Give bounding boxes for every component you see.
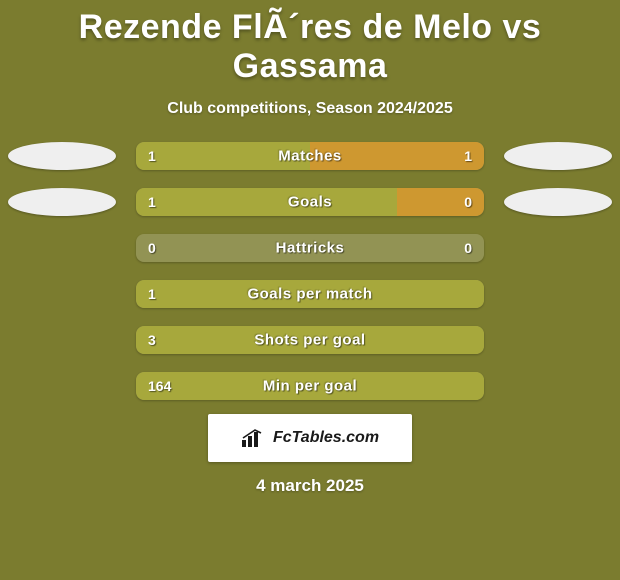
value-right: 0 bbox=[464, 194, 472, 210]
value-left: 1 bbox=[148, 148, 156, 164]
stat-row: 0 0 Hattricks bbox=[0, 234, 620, 262]
value-left: 1 bbox=[148, 194, 156, 210]
player-right-ellipse bbox=[504, 142, 612, 170]
player-right-ellipse bbox=[504, 188, 612, 216]
stat-bar: 1 1 Matches bbox=[136, 142, 484, 170]
stat-row: 164 Min per goal bbox=[0, 372, 620, 400]
content-wrapper: Rezende FlÃ´res de Melo vs Gassama Club … bbox=[0, 0, 620, 580]
stat-label: Matches bbox=[278, 148, 342, 165]
stat-bar: 1 0 Goals bbox=[136, 188, 484, 216]
value-left: 0 bbox=[148, 240, 156, 256]
value-right: 0 bbox=[464, 240, 472, 256]
stat-bar: 164 Min per goal bbox=[136, 372, 484, 400]
logo-text: FcTables.com bbox=[273, 429, 379, 447]
stats-rows: 1 1 Matches 1 0 Goals 0 0 Hattricks 1 Goals per ma… bbox=[0, 142, 620, 400]
stat-label: Min per goal bbox=[263, 378, 357, 395]
chart-icon bbox=[241, 428, 267, 448]
subtitle: Club competitions, Season 2024/2025 bbox=[167, 100, 452, 118]
stat-row: 1 1 Matches bbox=[0, 142, 620, 170]
stat-label: Goals per match bbox=[247, 286, 372, 303]
stat-row: 3 Shots per goal bbox=[0, 326, 620, 354]
segment-left bbox=[136, 188, 397, 216]
stat-label: Goals bbox=[288, 194, 332, 211]
value-right: 1 bbox=[464, 148, 472, 164]
stat-bar: 3 Shots per goal bbox=[136, 326, 484, 354]
stat-row: 1 0 Goals bbox=[0, 188, 620, 216]
logo-box: FcTables.com bbox=[208, 414, 412, 462]
stat-bar: 1 Goals per match bbox=[136, 280, 484, 308]
page-title: Rezende FlÃ´res de Melo vs Gassama bbox=[0, 8, 620, 86]
value-left: 164 bbox=[148, 378, 171, 394]
stat-row: 1 Goals per match bbox=[0, 280, 620, 308]
value-left: 3 bbox=[148, 332, 156, 348]
value-left: 1 bbox=[148, 286, 156, 302]
stat-label: Shots per goal bbox=[254, 332, 365, 349]
player-left-ellipse bbox=[8, 188, 116, 216]
date-label: 4 march 2025 bbox=[256, 476, 364, 496]
player-left-ellipse bbox=[8, 142, 116, 170]
stat-bar: 0 0 Hattricks bbox=[136, 234, 484, 262]
stat-label: Hattricks bbox=[276, 240, 345, 257]
